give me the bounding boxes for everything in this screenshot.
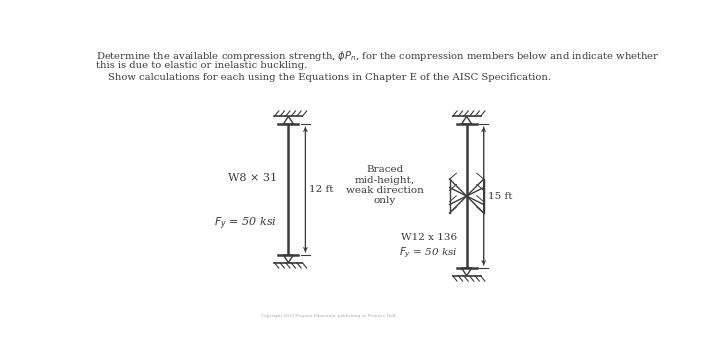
Text: Braced
mid-height,
weak direction
only: Braced mid-height, weak direction only <box>346 165 424 206</box>
Text: 15 ft: 15 ft <box>488 192 512 201</box>
Text: W8 × 31: W8 × 31 <box>228 173 277 183</box>
Text: $F_y$ = 50 ksi: $F_y$ = 50 ksi <box>214 216 277 232</box>
Text: 12 ft: 12 ft <box>309 185 334 194</box>
Text: Determine the available compression strength, $\phi P_n$, for the compression me: Determine the available compression stre… <box>96 49 660 63</box>
Text: $F_y$ = 50 ksi: $F_y$ = 50 ksi <box>399 245 457 260</box>
Text: Show calculations for each using the Equations in Chapter E of the AISC Specific: Show calculations for each using the Equ… <box>107 73 551 82</box>
Text: Copyright 2013 Pearson Education, publishing as Prentice Hall: Copyright 2013 Pearson Education, publis… <box>261 314 396 318</box>
Text: W12 x 136: W12 x 136 <box>401 233 457 242</box>
Text: this is due to elastic or inelastic buckling.: this is due to elastic or inelastic buck… <box>96 61 307 70</box>
